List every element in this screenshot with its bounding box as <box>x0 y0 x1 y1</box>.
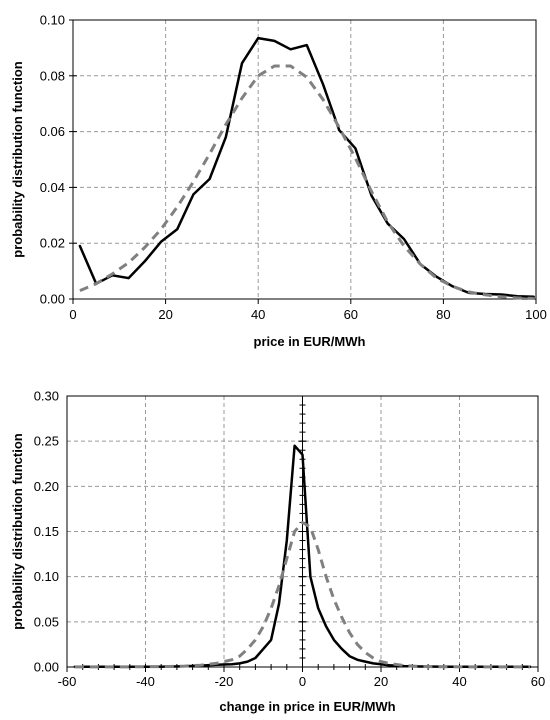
y-tick-label: 0.00 <box>40 292 65 307</box>
x-tick-label: 0 <box>299 674 306 689</box>
x-tick-label: 80 <box>436 307 450 322</box>
y-axis-label: probability distribution function <box>10 61 25 257</box>
price-distribution-chart: 0.00 0.02 0.04 0.06 0.08 0.10 0 20 40 60 80 100 pric… <box>10 13 547 350</box>
y-tick-label: 0.15 <box>34 524 59 539</box>
y-axis-label: probability distribution function <box>10 433 25 629</box>
x-tick-label: -20 <box>215 674 234 689</box>
y-tick-label: 0.25 <box>34 434 59 449</box>
y-tick-label: 0.10 <box>34 569 59 584</box>
y-tick-label: 0.06 <box>40 124 65 139</box>
y-tick-label: 0.04 <box>40 180 65 195</box>
y-tick-label: 0.20 <box>34 479 59 494</box>
x-tick-label: -60 <box>58 674 77 689</box>
x-tick-label: 100 <box>525 307 547 322</box>
x-tick-label: 60 <box>531 674 545 689</box>
dashed-series-line <box>74 521 531 669</box>
plot-frame <box>72 19 537 300</box>
x-axis-label: price in EUR/MWh <box>254 334 366 349</box>
dashed-series-line <box>79 64 534 300</box>
y-tick-label: 0.05 <box>34 614 59 629</box>
y-tick-label: 0.30 <box>34 389 59 404</box>
x-tick-label: 20 <box>158 307 172 322</box>
x-axis-label: change in price in EUR/MWh <box>219 699 395 714</box>
y-tick-label: 0.00 <box>34 660 59 675</box>
solid-series-line <box>78 36 535 299</box>
x-tick-label: 0 <box>69 307 76 322</box>
x-tick-label: 20 <box>374 674 388 689</box>
x-tick-label: 60 <box>344 307 358 322</box>
y-tick-label: 0.08 <box>40 68 65 83</box>
x-tick-label: 40 <box>251 307 265 322</box>
y-tick-label: 0.10 <box>40 13 65 28</box>
price-change-distribution-chart: 0.00 0.05 0.10 0.15 0.20 0.25 0.30 -60 -40 -20 0 20… <box>10 389 545 715</box>
x-tick-label: -40 <box>136 674 155 689</box>
y-tick-label: 0.02 <box>40 236 65 251</box>
x-tick-label: 40 <box>452 674 466 689</box>
